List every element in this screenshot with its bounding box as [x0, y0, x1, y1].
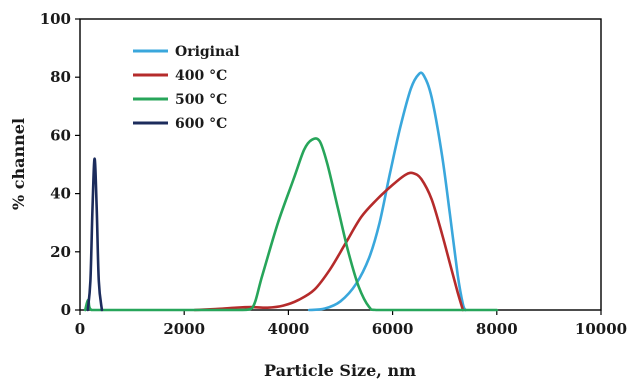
y-tick-label: 100 [40, 10, 71, 28]
x-axis-title: Particle Size, nm [264, 361, 416, 380]
y-tick-label: 40 [50, 185, 71, 203]
series-lines [83, 71, 499, 312]
y-tick-label: 20 [50, 243, 71, 261]
y-tick-label: 80 [50, 68, 71, 86]
x-tick-label: 8000 [476, 320, 518, 338]
x-tick-label: 0 [75, 320, 85, 338]
x-tick-label: 6000 [372, 320, 414, 338]
plot-frame [79, 18, 602, 311]
series-line-400-c [193, 171, 465, 312]
legend: Original 400 °C 500 °C 600 °C [133, 44, 240, 132]
series-line-600-c [86, 157, 104, 312]
series-line-original [307, 71, 467, 312]
y-axis-title: % channel [9, 118, 28, 210]
x-tick-label: 10000 [575, 320, 627, 338]
legend-label-600-c: 600 °C [175, 116, 227, 132]
legend-label-original: Original [175, 44, 240, 60]
legend-label-500-c: 500 °C [175, 92, 227, 108]
series-line-500-c [83, 137, 499, 312]
y-axis: 0 20 40 60 80 100 [40, 10, 80, 319]
y-tick-label: 60 [50, 126, 71, 144]
legend-label-400-c: 400 °C [175, 68, 227, 84]
y-tick-label: 0 [61, 301, 71, 319]
x-tick-label: 4000 [268, 320, 310, 338]
x-axis: 0 2000 4000 6000 8000 10000 [75, 310, 627, 338]
x-tick-label: 2000 [163, 320, 205, 338]
